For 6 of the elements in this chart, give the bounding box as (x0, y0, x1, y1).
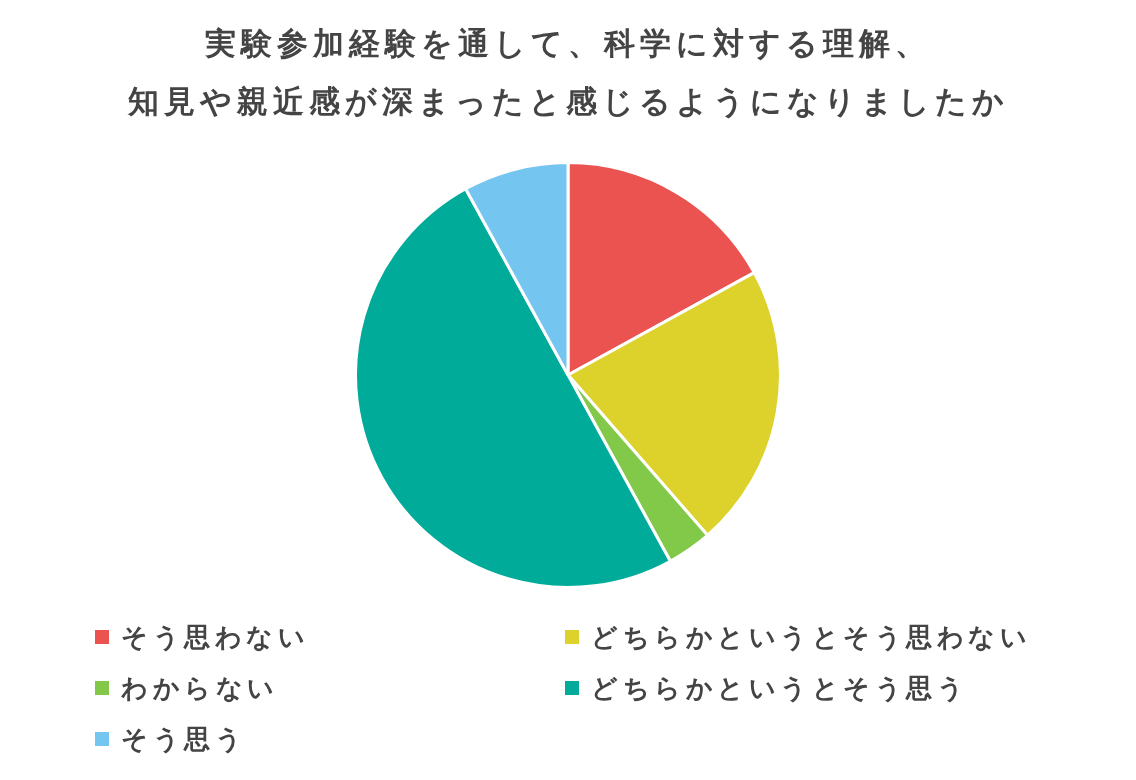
legend-label: どちらかというとそう思う (591, 671, 968, 705)
chart-title: 実験参加経験を通して、科学に対する理解、知見や親近感が深まったと感じるようになりましたか (126, 24, 1010, 121)
legend-label: そう思う (121, 722, 246, 756)
legend-label: そう思わない (121, 620, 309, 654)
legend-label: どちらかというとそう思わない (591, 620, 1031, 654)
legend-label: わからない (121, 671, 279, 705)
